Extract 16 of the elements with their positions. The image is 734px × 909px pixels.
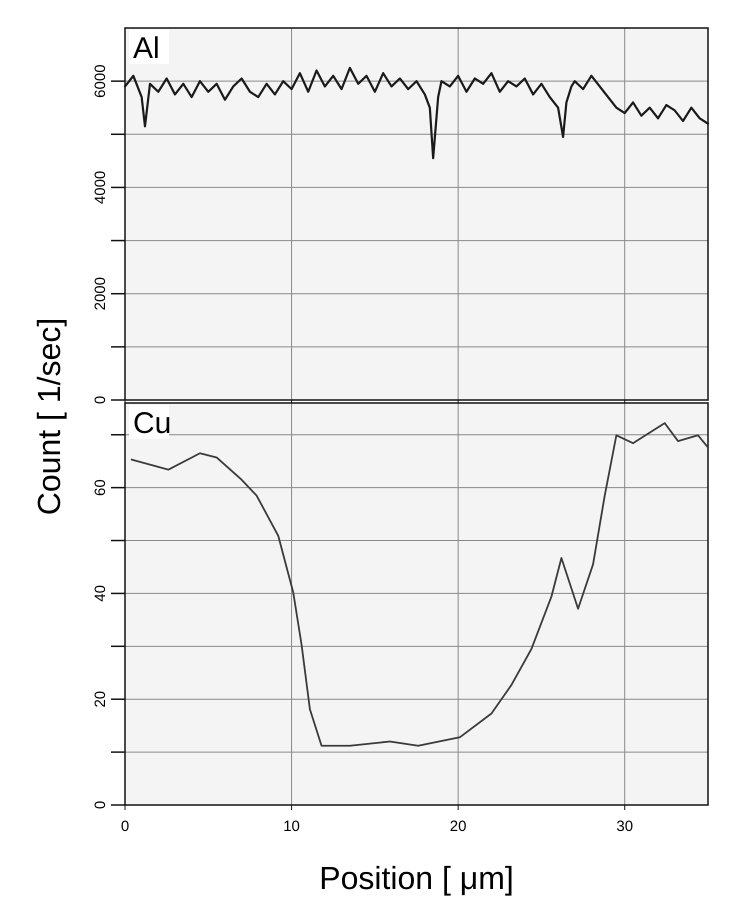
y-tick-label: 6000	[92, 64, 109, 98]
chart-title: Al	[133, 32, 160, 65]
y-tick-label: 0	[92, 396, 109, 404]
y-tick-label: 2000	[92, 277, 109, 310]
chart-title: Cu	[133, 407, 172, 440]
x-tick-label: 10	[283, 818, 300, 835]
y-tick-label: 20	[92, 690, 109, 708]
x-tick-label: 20	[450, 818, 466, 835]
y-tick-label: 60	[92, 479, 109, 496]
y-tick-label: 4000	[92, 170, 109, 204]
x-tick-label: 30	[616, 818, 634, 835]
y-tick-label: 0	[92, 800, 109, 810]
y-axis-title: Count [ 1/sec]	[31, 318, 67, 516]
y-tick-label: 40	[92, 585, 109, 602]
x-tick-label: 0	[120, 818, 130, 835]
x-axis-title: Position [ μm]	[319, 860, 514, 896]
